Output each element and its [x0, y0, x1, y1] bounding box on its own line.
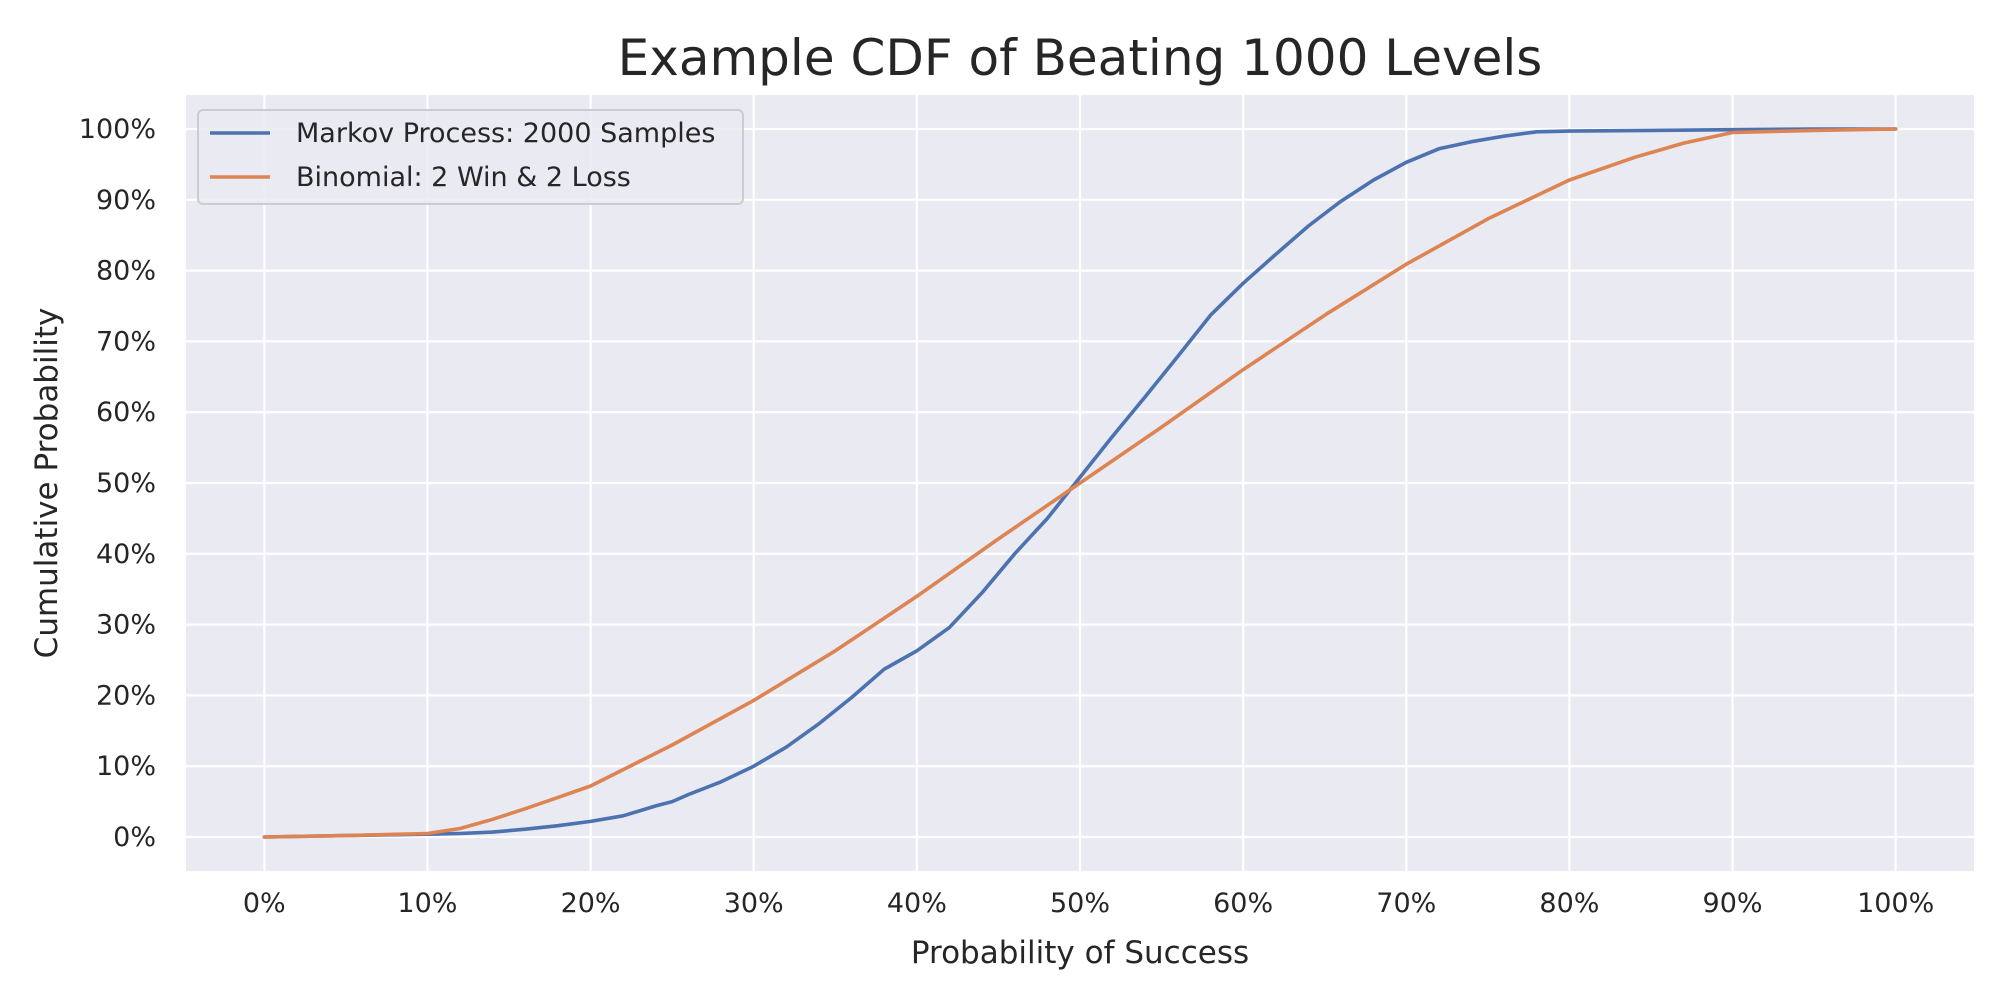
- y-tick-label: 100%: [79, 114, 156, 145]
- x-tick-label: 20%: [561, 888, 621, 919]
- y-tick-label: 10%: [96, 751, 156, 782]
- x-tick-label: 10%: [397, 888, 457, 919]
- x-tick-label: 50%: [1050, 888, 1110, 919]
- y-tick-label: 90%: [96, 185, 156, 216]
- chart-title: Example CDF of Beating 1000 Levels: [618, 29, 1543, 87]
- y-tick-label: 70%: [96, 326, 156, 357]
- x-tick-label: 30%: [724, 888, 784, 919]
- x-tick-label: 60%: [1213, 888, 1273, 919]
- y-tick-label: 20%: [96, 680, 156, 711]
- series-line-1: [262, 127, 1898, 839]
- x-tick-label: 40%: [887, 888, 947, 919]
- x-tick-label: 90%: [1703, 888, 1763, 919]
- legend: [197, 109, 744, 205]
- legend-entry: Binomial: 2 Win & 2 Loss: [296, 162, 631, 193]
- y-tick-label: 80%: [96, 256, 156, 287]
- y-axis-label: Cumulative Probability: [29, 308, 65, 659]
- series-line-0: [262, 127, 1898, 839]
- x-axis-label: Probability of Success: [911, 935, 1249, 971]
- y-tick-label: 50%: [96, 468, 156, 499]
- x-tick-label: 70%: [1376, 888, 1436, 919]
- y-tick-label: 40%: [96, 539, 156, 570]
- y-tick-label: 30%: [96, 610, 156, 641]
- x-tick-label: 0%: [243, 888, 286, 919]
- legend-entry: Markov Process: 2000 Samples: [296, 118, 715, 149]
- y-tick-label: 0%: [113, 822, 156, 853]
- x-tick-label: 80%: [1539, 888, 1599, 919]
- y-tick-label: 60%: [96, 397, 156, 428]
- x-tick-label: 100%: [1857, 888, 1934, 919]
